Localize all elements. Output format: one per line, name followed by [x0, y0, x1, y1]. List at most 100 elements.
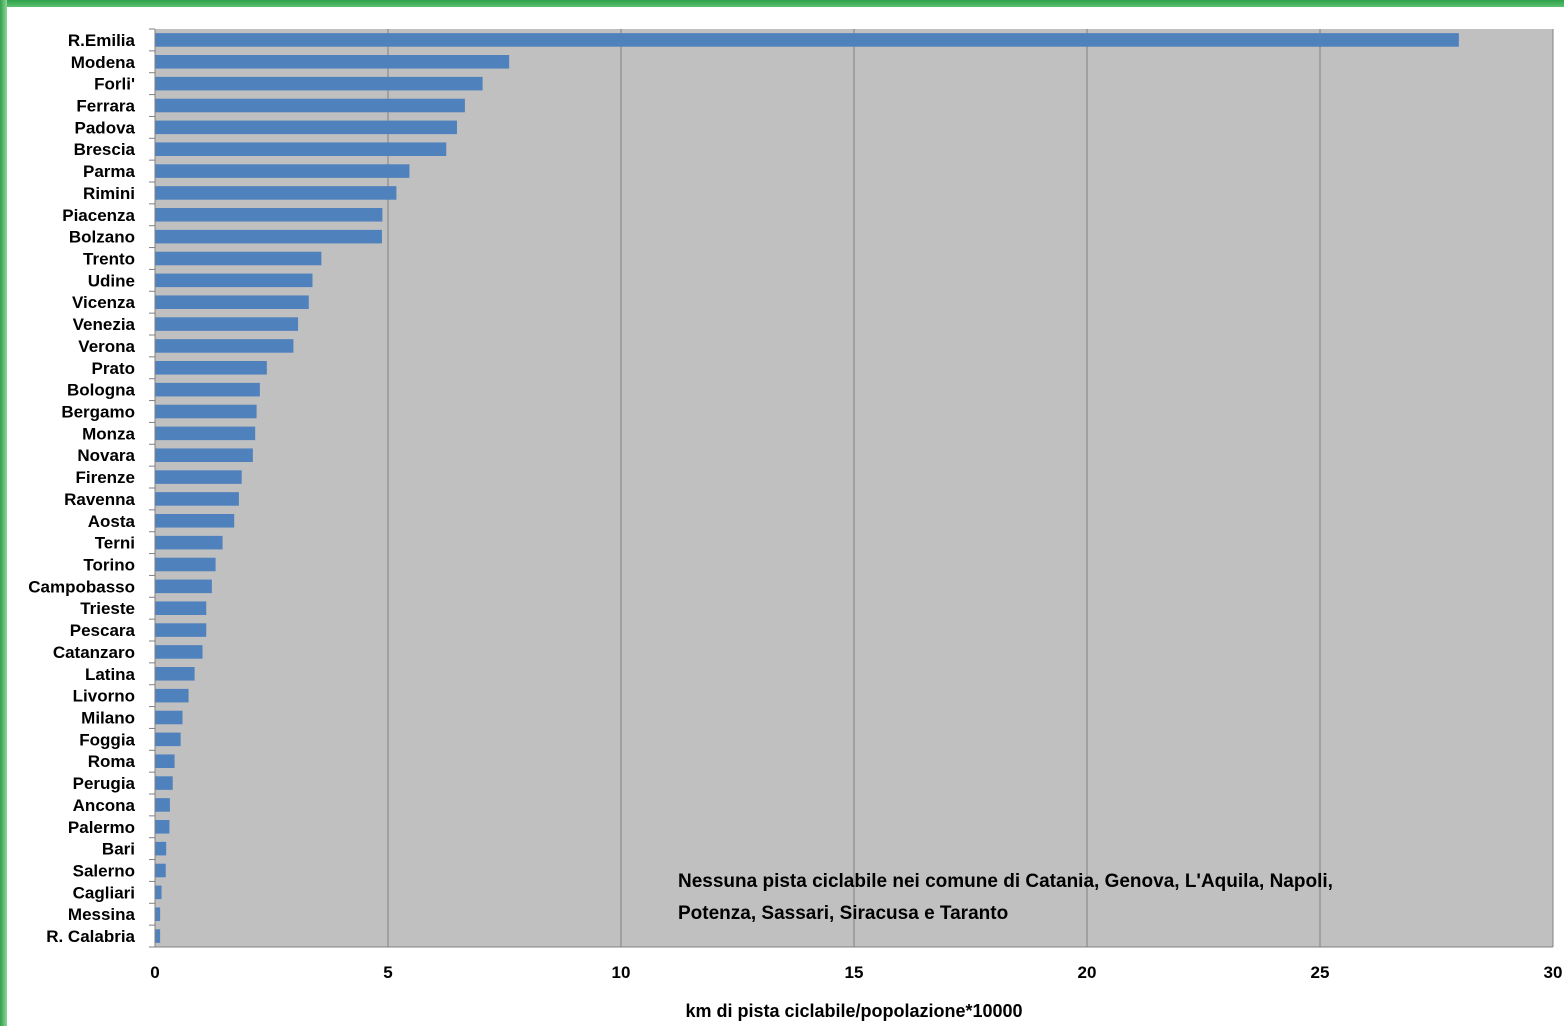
bar [155, 76, 483, 91]
category-label: Trieste [80, 599, 135, 618]
category-label: Parma [83, 162, 136, 181]
bar [155, 120, 457, 135]
bar [155, 404, 257, 419]
category-label: Rimini [83, 184, 135, 203]
bar [155, 164, 410, 178]
bar [155, 339, 294, 353]
bar [155, 142, 447, 156]
category-label: Foggia [79, 730, 135, 749]
x-axis-title: km di pista ciclabile/popolazione*10000 [685, 1001, 1022, 1021]
x-tick-label: 20 [1078, 963, 1097, 982]
x-tick-labels: 0 5 10 15 20 25 30 [150, 963, 1562, 982]
bar [155, 623, 207, 637]
bar [155, 907, 161, 921]
annotation-note: Nessuna pista ciclabile nei comune di Ca… [678, 866, 1498, 930]
bar [155, 863, 166, 878]
x-tick-label: 30 [1544, 963, 1563, 982]
annotation-line-2: Potenza, Sassari, Siracusa e Taranto [678, 903, 1009, 924]
bar [155, 514, 235, 528]
bar [155, 885, 162, 900]
bar [155, 754, 175, 768]
bar [155, 186, 397, 200]
category-label: Torino [83, 556, 135, 575]
x-tick-label: 10 [612, 963, 631, 982]
category-label: Terni [95, 534, 135, 553]
bar [155, 470, 242, 484]
category-label: R.Emilia [68, 31, 136, 50]
category-label: Monza [82, 424, 135, 443]
bar [155, 426, 256, 441]
category-label: Perugia [73, 774, 136, 793]
category-labels: R.Emilia Modena Forli' Ferrara Padova Brescia… [28, 31, 135, 946]
category-label: Ancona [73, 796, 136, 815]
bar [155, 361, 267, 375]
bar [155, 98, 465, 113]
category-label: Bologna [67, 381, 136, 400]
bar [155, 273, 313, 288]
category-label: Palermo [68, 818, 135, 837]
category-label: Messina [68, 905, 136, 924]
category-label: Campobasso [28, 577, 135, 596]
category-label: Verona [78, 337, 135, 356]
annotation-line-1: Nessuna pista ciclabile nei comune di Ca… [678, 871, 1333, 892]
y-tick-marks [149, 28, 155, 948]
bar [155, 820, 170, 834]
bar [155, 601, 207, 615]
bar [155, 579, 212, 594]
category-label: Modena [71, 53, 136, 72]
category-label: Bergamo [61, 403, 135, 422]
frame-left-border [0, 0, 7, 1026]
category-label: Aosta [88, 512, 136, 531]
category-label: Trento [83, 250, 135, 269]
bar [155, 448, 253, 462]
bars [155, 33, 1459, 943]
bar [155, 732, 181, 747]
category-label: Brescia [74, 140, 136, 159]
bar [155, 295, 309, 309]
x-tick-label: 0 [150, 963, 159, 982]
gridlines [387, 29, 1554, 947]
category-label: Firenze [75, 468, 135, 487]
bar [155, 492, 239, 506]
category-label: R. Calabria [46, 927, 135, 946]
category-label: Catanzaro [53, 643, 135, 662]
category-label: Bari [102, 840, 135, 859]
x-tick-label: 5 [383, 963, 392, 982]
bar [155, 776, 173, 790]
category-label: Pescara [70, 621, 136, 640]
bar [155, 535, 223, 550]
bar [155, 688, 189, 703]
bar [155, 841, 167, 856]
bar [155, 251, 322, 266]
bar [155, 710, 183, 725]
bar [155, 557, 216, 572]
bar [155, 208, 383, 222]
bar [155, 229, 382, 244]
bar [155, 798, 170, 812]
bar [155, 317, 299, 331]
category-label: Venezia [73, 315, 136, 334]
category-label: Latina [85, 665, 136, 684]
category-label: Ferrara [76, 97, 135, 116]
bar [155, 33, 1459, 47]
bar [155, 55, 510, 69]
frame-top-border [0, 0, 1564, 7]
category-label: Bolzano [69, 228, 135, 247]
category-label: Prato [92, 359, 135, 378]
category-label: Salerno [73, 862, 135, 881]
category-label: Ravenna [64, 490, 135, 509]
category-label: Cagliari [73, 883, 135, 902]
category-label: Forli' [94, 75, 135, 94]
bar [155, 667, 195, 681]
category-label: Vicenza [72, 293, 136, 312]
category-label: Novara [77, 446, 135, 465]
category-label: Milano [81, 709, 135, 728]
x-tick-label: 15 [845, 963, 864, 982]
bar [155, 645, 203, 659]
category-label: Padova [75, 118, 136, 137]
category-label: Roma [88, 752, 136, 771]
bar [155, 382, 260, 397]
category-label: Livorno [73, 687, 135, 706]
bar [155, 929, 161, 943]
